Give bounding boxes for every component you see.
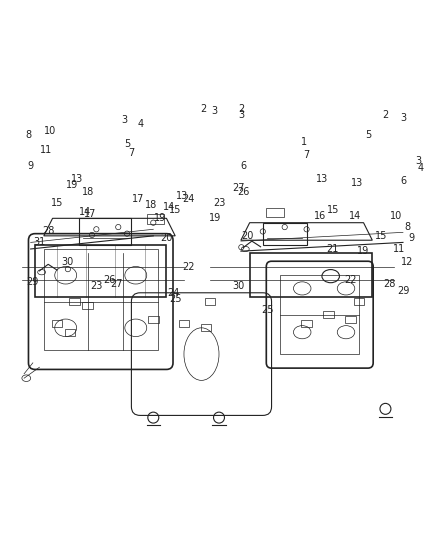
Bar — [69, 298, 80, 305]
Text: 11: 11 — [392, 244, 405, 254]
Bar — [148, 316, 159, 322]
Text: 9: 9 — [28, 161, 34, 171]
Text: 14: 14 — [349, 211, 361, 221]
Text: 25: 25 — [261, 305, 273, 316]
Text: 5: 5 — [365, 130, 371, 140]
Text: 3: 3 — [400, 112, 406, 123]
Text: 30: 30 — [62, 257, 74, 267]
Text: 8: 8 — [25, 130, 32, 140]
Bar — [250, 253, 372, 297]
Text: 14: 14 — [79, 207, 92, 217]
Text: 28: 28 — [42, 227, 54, 237]
Text: 15: 15 — [51, 198, 63, 208]
Bar — [354, 298, 364, 305]
Bar — [35, 245, 166, 297]
Text: 19: 19 — [154, 213, 166, 223]
Text: 2: 2 — [382, 110, 389, 120]
Text: 15: 15 — [327, 205, 339, 215]
Text: 30: 30 — [233, 281, 245, 291]
Text: 17: 17 — [84, 209, 96, 219]
Text: 7: 7 — [128, 148, 134, 158]
Text: 26: 26 — [103, 274, 116, 285]
Text: 3: 3 — [212, 106, 218, 116]
Text: 11: 11 — [40, 146, 52, 156]
Bar — [266, 208, 284, 217]
Bar — [280, 275, 359, 354]
Bar — [52, 320, 62, 327]
Bar — [147, 214, 164, 223]
Text: 23: 23 — [213, 198, 225, 208]
Bar — [301, 320, 312, 327]
Text: 27: 27 — [110, 279, 122, 289]
Text: 24: 24 — [167, 288, 179, 298]
Text: 3: 3 — [122, 115, 128, 125]
Text: 2: 2 — [201, 104, 207, 114]
Bar — [44, 249, 158, 350]
Text: 12: 12 — [401, 257, 413, 267]
Text: 8: 8 — [404, 222, 410, 232]
Text: 13: 13 — [71, 174, 83, 184]
Text: 22: 22 — [182, 262, 194, 271]
Text: 20: 20 — [160, 233, 173, 243]
Bar — [79, 219, 131, 245]
Text: 5: 5 — [124, 139, 130, 149]
Text: 6: 6 — [240, 161, 246, 171]
Text: 13: 13 — [176, 191, 188, 201]
Text: 21: 21 — [327, 244, 339, 254]
Text: 6: 6 — [400, 176, 406, 186]
Bar — [345, 316, 356, 322]
Text: 4: 4 — [137, 119, 143, 129]
Text: 15: 15 — [375, 231, 387, 241]
Text: 16: 16 — [314, 211, 326, 221]
Text: 29: 29 — [397, 286, 409, 296]
Bar — [82, 302, 93, 310]
Text: 24: 24 — [182, 193, 194, 204]
Text: 4: 4 — [417, 163, 424, 173]
Text: 7: 7 — [304, 150, 310, 160]
Text: 17: 17 — [132, 193, 144, 204]
Text: 25: 25 — [169, 294, 181, 304]
Text: 1: 1 — [301, 136, 307, 147]
Text: 31: 31 — [33, 237, 46, 247]
Text: 15: 15 — [169, 205, 181, 215]
Text: 18: 18 — [81, 187, 94, 197]
Text: 2: 2 — [238, 104, 244, 114]
Text: 19: 19 — [357, 246, 370, 256]
Text: 13: 13 — [316, 174, 328, 184]
Bar — [65, 329, 75, 336]
Bar — [179, 320, 189, 327]
Text: 18: 18 — [145, 200, 157, 210]
Text: 23: 23 — [90, 281, 102, 291]
Text: 13: 13 — [351, 178, 363, 188]
Bar — [263, 223, 307, 245]
Text: 9: 9 — [409, 233, 415, 243]
Text: 10: 10 — [390, 211, 403, 221]
Text: 19: 19 — [66, 181, 78, 190]
Text: 3: 3 — [238, 110, 244, 120]
Bar — [201, 324, 211, 332]
Bar — [323, 311, 334, 318]
Text: 10: 10 — [44, 126, 57, 136]
Text: 14: 14 — [162, 203, 175, 212]
Text: 26: 26 — [237, 187, 249, 197]
Text: 20: 20 — [241, 231, 254, 241]
Text: 27: 27 — [233, 183, 245, 192]
Bar — [205, 298, 215, 305]
Text: 22: 22 — [344, 274, 357, 285]
Text: 29: 29 — [27, 277, 39, 287]
Text: 28: 28 — [384, 279, 396, 289]
Text: 3: 3 — [415, 156, 421, 166]
Text: 19: 19 — [208, 213, 221, 223]
